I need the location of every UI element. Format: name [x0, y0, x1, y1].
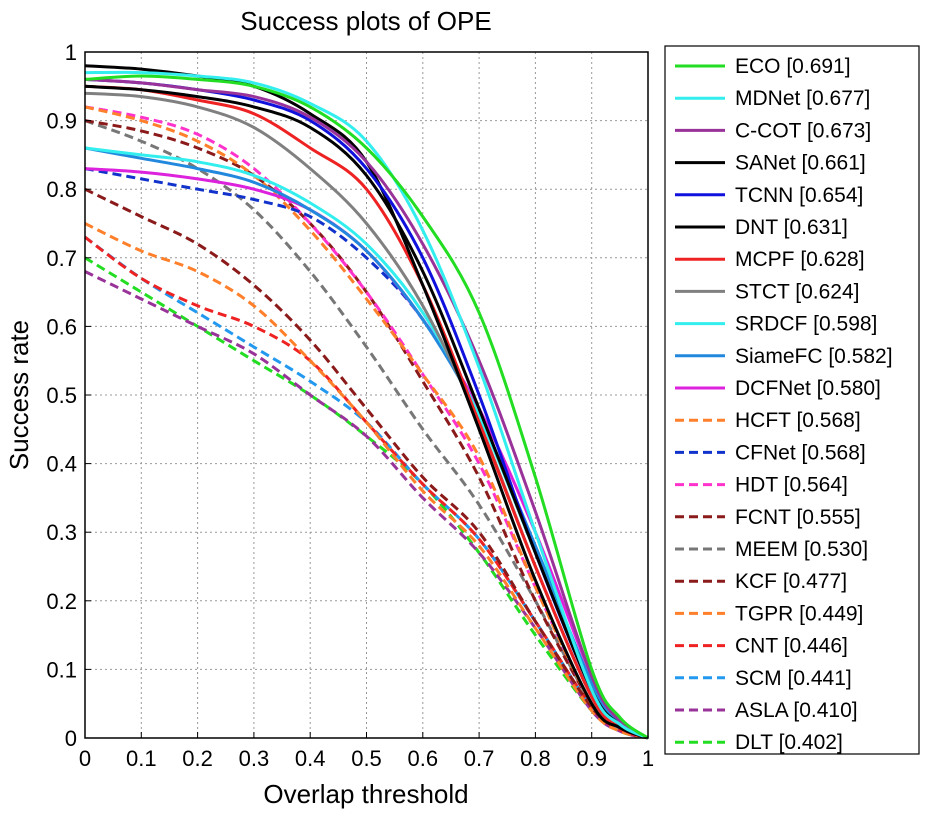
- y-axis-label: Success rate: [4, 320, 34, 470]
- x-tick-label: 0.6: [408, 746, 439, 771]
- legend-entry: ASLA [0.410]: [735, 699, 858, 722]
- x-axis-ticks: 0 0.1 0.2 0.3 0.4 0.5 0.6 0.7 0.8 0.9 1: [79, 732, 654, 771]
- legend-entry: STCT [0.624]: [735, 280, 860, 303]
- x-tick-label: 0.5: [351, 746, 382, 771]
- x-tick-label: 0.2: [182, 746, 213, 771]
- x-tick-label: 0.8: [520, 746, 551, 771]
- y-tick-label: 0.3: [46, 520, 77, 545]
- x-axis-label: Overlap threshold: [263, 779, 468, 809]
- y-tick-label: 0.7: [46, 246, 77, 271]
- x-tick-label: 0.4: [295, 746, 326, 771]
- legend-entry: CFNet [0.568]: [735, 441, 866, 464]
- legend-entry: MEEM [0.530]: [735, 538, 868, 561]
- series-line: [84, 119, 649, 740]
- legend-entry: SRDCF [0.598]: [735, 313, 877, 336]
- legend-entry: SiameFC [0.582]: [735, 345, 893, 368]
- legend-entry: DLT [0.402]: [735, 731, 843, 754]
- x-tick-label: 0.7: [464, 746, 495, 771]
- series-line: [84, 146, 649, 740]
- legend-entry: HCFT [0.568]: [735, 409, 861, 432]
- legend-entry: HDT [0.564]: [735, 474, 848, 497]
- y-tick-label: 0.4: [46, 452, 77, 477]
- y-axis-ticks: 0 0.1 0.2 0.3 0.4 0.5 0.6 0.7 0.8 0.9 1: [46, 40, 91, 751]
- x-tick-label: 0.3: [239, 746, 270, 771]
- legend-entry: TGPR [0.449]: [735, 602, 863, 625]
- chart-title: Success plots of OPE: [240, 6, 491, 36]
- y-tick-label: 1: [65, 40, 77, 65]
- x-tick-label: 0.9: [576, 746, 607, 771]
- y-tick-label: 0.5: [46, 383, 77, 408]
- legend-entry: DNT [0.631]: [735, 216, 848, 239]
- legend-entry: C-COT [0.673]: [735, 119, 871, 142]
- legend-entry: MCPF [0.628]: [735, 248, 865, 271]
- y-tick-label: 0.6: [46, 314, 77, 339]
- series-line: [84, 77, 649, 740]
- series-line: [84, 70, 649, 740]
- y-tick-label: 0.1: [46, 657, 77, 682]
- series-line: [84, 235, 649, 740]
- series-line: [84, 187, 649, 740]
- y-tick-label: 0: [65, 726, 77, 751]
- legend-entry: CNT [0.446]: [735, 635, 848, 658]
- series-line: [84, 222, 649, 740]
- legend-entry: DCFNet [0.580]: [735, 377, 881, 400]
- legend: ECO [0.691] MDNet [0.677] C-COT [0.673] SAN…: [664, 45, 920, 755]
- series-lines: [84, 64, 649, 740]
- legend-entry: SANet [0.661]: [735, 152, 866, 175]
- y-tick-label: 0.2: [46, 589, 77, 614]
- y-tick-label: 0.9: [46, 109, 77, 134]
- legend-entry: MDNet [0.677]: [735, 87, 870, 110]
- legend-entry: SCM [0.441]: [735, 667, 852, 690]
- x-tick-label: 0.1: [126, 746, 157, 771]
- series-line: [84, 74, 649, 740]
- legend-entry: ECO [0.691]: [735, 55, 851, 78]
- series-line: [84, 270, 649, 740]
- y-tick-label: 0.8: [46, 177, 77, 202]
- x-tick-label: 0: [79, 746, 91, 771]
- legend-entry: FCNT [0.555]: [735, 506, 861, 529]
- x-tick-label: 1: [642, 746, 654, 771]
- legend-entry: TCNN [0.654]: [735, 184, 863, 207]
- legend-entry: KCF [0.477]: [735, 570, 847, 593]
